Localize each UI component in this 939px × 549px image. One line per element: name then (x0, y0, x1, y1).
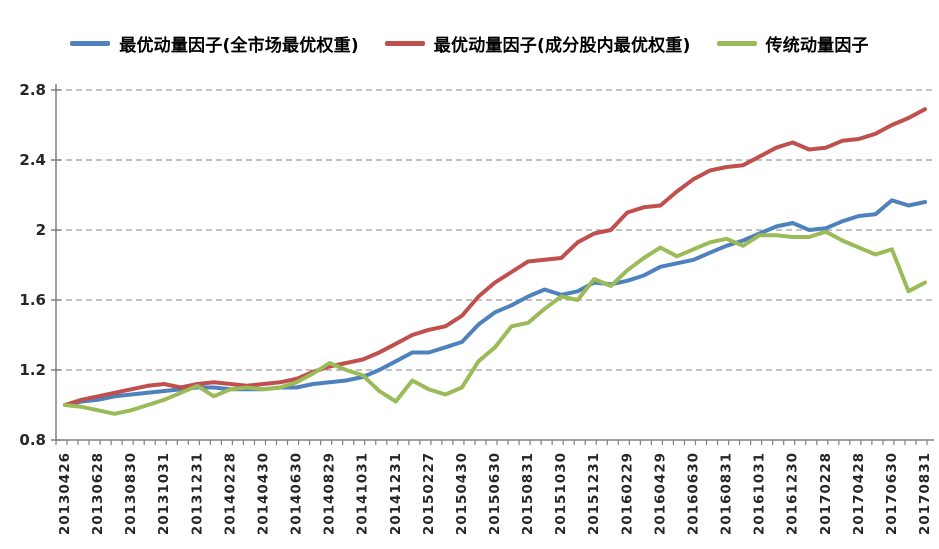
x-tick-label: 20140228 (222, 452, 238, 535)
x-tick-label: 20170831 (917, 452, 933, 535)
series-line-2 (63, 229, 927, 416)
x-tick-label: 20141231 (388, 452, 404, 535)
x-tick-label: 20160429 (652, 452, 668, 535)
x-tick-label: 20161031 (752, 452, 768, 535)
y-tick-label: 2.4 (19, 151, 46, 169)
x-tick-label: 20161230 (785, 452, 801, 535)
series-line-0 (63, 198, 927, 407)
legend-label: 传统动量因子 (765, 35, 869, 56)
x-tick-label: 20170630 (884, 452, 900, 535)
legend-line-swatch-blue (70, 40, 111, 46)
x-tick-label: 20151030 (553, 452, 569, 535)
y-tick-label: 2 (36, 221, 46, 239)
y-tick-label: 1.2 (19, 361, 46, 379)
legend-label: 最优动量因子(成分股内最优权重) (433, 35, 691, 56)
x-tick-label: 20131031 (156, 452, 172, 535)
series-line-1 (63, 107, 927, 407)
legend-line-swatch-green (716, 40, 757, 46)
legend-item-optimal-constituent: 最优动量因子(成分股内最优权重) (384, 31, 691, 56)
x-tick-label: 20160831 (719, 452, 735, 535)
x-tick-label: 20170228 (818, 452, 834, 535)
x-tick-label: 20160229 (619, 452, 635, 535)
x-tick-label: 20140829 (322, 452, 338, 535)
x-tick-label: 20141031 (355, 452, 371, 535)
x-tick-label: 20150630 (487, 452, 503, 535)
y-tick-label: 0.8 (19, 431, 46, 449)
x-tick-label: 20130426 (57, 452, 73, 535)
x-tick-label: 20150831 (520, 452, 536, 535)
legend-line-swatch-red (384, 40, 425, 46)
x-tick-label: 20130830 (123, 452, 139, 535)
x-tick-label: 20140430 (255, 452, 271, 535)
x-tick-label: 20140630 (289, 452, 305, 535)
y-tick-label: 1.6 (19, 291, 46, 309)
x-tick-label: 20131231 (189, 452, 205, 535)
x-tick-label: 20150227 (421, 452, 437, 535)
x-tick-label: 20130628 (90, 452, 106, 535)
x-tick-label: 20150430 (454, 452, 470, 535)
x-tick-label: 20151231 (586, 452, 602, 535)
legend-item-optimal-market: 最优动量因子(全市场最优权重) (70, 31, 359, 56)
legend-label: 最优动量因子(全市场最优权重) (119, 35, 359, 56)
x-tick-label: 20170428 (851, 452, 867, 535)
y-tick-label: 2.8 (19, 81, 46, 99)
legend-item-traditional: 传统动量因子 (716, 31, 869, 56)
x-tick-label: 20160630 (685, 452, 701, 535)
chart-legend: 最优动量因子(全市场最优权重) 最优动量因子(成分股内最优权重) 传统动量因子 (0, 24, 939, 62)
